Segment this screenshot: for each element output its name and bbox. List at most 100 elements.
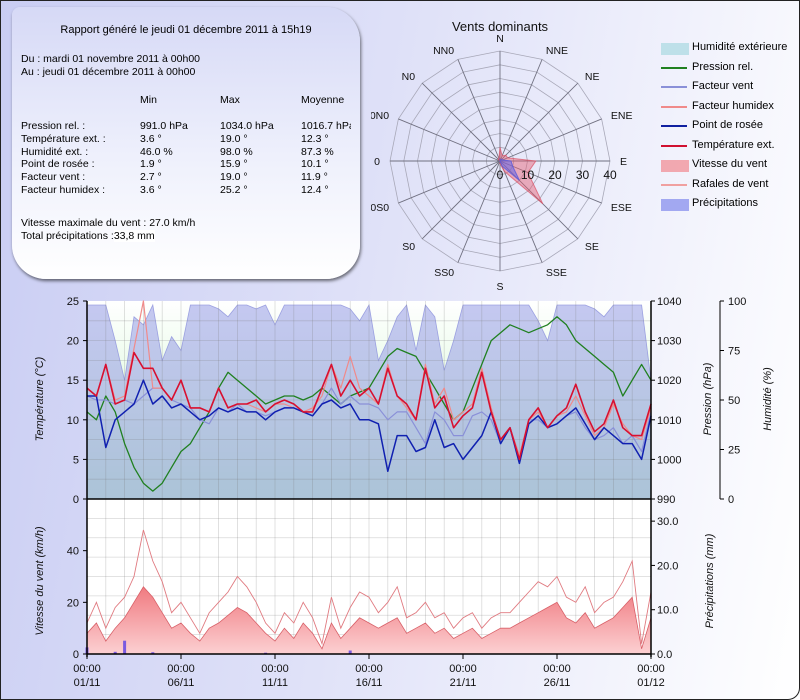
wind-rose-title: Vents dominants <box>452 19 549 34</box>
rose-direction-label: E <box>620 156 627 168</box>
rose-direction-label: 0 <box>374 156 380 168</box>
y3-tick-label: 75 <box>728 346 740 358</box>
total-rain-label: Total précipitations : <box>21 230 114 242</box>
y2-tick-label: 30.0 <box>657 516 678 528</box>
y-tick-label: 20 <box>67 336 79 348</box>
total-rain-value: 33,8 mm <box>113 230 155 242</box>
legend-swatch-icon <box>661 66 687 69</box>
rose-spoke <box>499 160 602 204</box>
legend-swatch-icon <box>661 86 687 88</box>
x-tick-time: 00:00 <box>167 663 195 675</box>
x-tick-time: 00:00 <box>637 663 665 675</box>
series-temperature-line <box>86 351 652 461</box>
y3-tick-label: 100 <box>728 296 746 308</box>
x-tick-time: 00:00 <box>355 663 383 675</box>
rose-direction-label: NNE <box>546 45 568 57</box>
stat-label: Facteur humidex : <box>21 184 106 196</box>
legend-label: Rafales de vent <box>692 177 769 190</box>
col-header-avg: Moyenne <box>301 94 345 106</box>
legend-swatch-icon <box>661 199 689 211</box>
rose-spoke <box>499 118 602 162</box>
y-tick-label: 0 <box>73 649 79 661</box>
rose-direction-label: SS0 <box>434 267 454 279</box>
stat-min: 2.7 ° <box>140 171 162 184</box>
y2-tick-label: 1010 <box>657 415 681 427</box>
y2-tick-label: 10.0 <box>657 605 678 617</box>
stat-label: Pression rel. : <box>21 120 86 132</box>
y-axis-title: Vitesse du vent (km/h) <box>34 526 46 636</box>
rose-direction-label: SE <box>585 241 599 253</box>
x-tick-time: 00:00 <box>261 663 289 675</box>
y-tick-label: 25 <box>67 296 79 308</box>
wind-rose-chart: Vents dominants N NNE NE ENE E ESE SE SSE S SS0 S0… <box>371 19 633 291</box>
rose-spoke <box>499 82 579 162</box>
y2-tick-label: 1000 <box>657 454 681 466</box>
rose-direction-label: S <box>496 281 503 291</box>
rose-spoke <box>457 59 501 162</box>
rose-radial-tick: 40 <box>603 168 617 182</box>
weather-time-series-chart: 0510152025990100010101020103010400255075… <box>34 296 774 689</box>
stat-max: 19.0 ° <box>220 171 248 184</box>
series-wind-speed-area <box>86 586 652 655</box>
series-humidity-area <box>86 303 652 500</box>
stat-label: Humidité ext. : <box>21 145 89 158</box>
y-axis-title: Température (°C) <box>34 356 46 441</box>
y-tick-label: 10 <box>67 415 79 427</box>
x-tick-time: 00:00 <box>449 663 477 675</box>
y-tick-label: 0 <box>73 494 79 506</box>
rose-direction-label: NE <box>585 71 600 83</box>
rose-radial-tick: 10 <box>521 168 535 182</box>
x-tick-date: 06/11 <box>168 677 195 689</box>
rose-direction-label: ENE <box>611 110 633 122</box>
series-wind-gust-line <box>86 529 652 646</box>
col-header-max: Max <box>220 94 240 106</box>
rose-spoke <box>457 160 501 263</box>
y-tick-label: 15 <box>67 375 79 387</box>
stat-min: 991.0 hPa <box>140 120 188 132</box>
rose-direction-label: S0 <box>402 241 415 253</box>
x-tick-date: 16/11 <box>356 677 383 689</box>
rose-spoke <box>499 59 543 162</box>
x-tick-date: 11/11 <box>262 677 288 689</box>
col-header-min: Min <box>140 94 157 106</box>
legend-label: Facteur vent <box>692 80 754 92</box>
series-dew-point-line <box>87 379 652 473</box>
rose-spoke <box>421 82 501 162</box>
rose-spoke <box>398 160 501 204</box>
stat-avg: 11.9 ° <box>301 171 328 184</box>
stat-min: 3.6 ° <box>140 132 162 145</box>
stat-avg: 87.3 % <box>301 145 334 158</box>
rose-radial-tick: 30 <box>576 168 590 182</box>
rose-series-wind-direction <box>499 158 520 181</box>
stat-label: Facteur vent : <box>21 171 86 184</box>
y2-tick-label: 1030 <box>657 336 681 348</box>
rain-bar <box>113 651 117 654</box>
stat-min: 3.6 ° <box>140 184 162 196</box>
y-tick-label: 5 <box>73 454 79 466</box>
rose-radial-tick: 20 <box>548 168 562 182</box>
x-tick-time: 00:00 <box>543 663 571 675</box>
stat-avg: 10.1 ° <box>301 158 329 171</box>
rose-spoke <box>421 160 501 240</box>
rose-direction-label: NN0 <box>433 45 454 57</box>
rose-spoke <box>398 118 501 162</box>
legend-swatch-icon <box>661 125 687 127</box>
rain-bar <box>151 652 155 654</box>
rose-spoke <box>499 160 543 263</box>
total-rain-text: Total précipitations :33,8 mm <box>21 230 155 242</box>
legend-swatch-icon <box>661 183 687 186</box>
y-tick-label: 40 <box>67 546 79 558</box>
stat-avg: 1016.7 hPa <box>301 120 351 132</box>
max-wind-text: Vitesse maximale du vent : 27.0 km/h <box>21 217 196 229</box>
y2-tick-label: 990 <box>657 494 675 506</box>
stat-max: 19.0 ° <box>220 132 248 145</box>
x-tick-date: 01/11 <box>74 677 101 689</box>
report-from: Du : mardi 01 novembre 2011 à 00h00 <box>21 53 201 65</box>
legend-label: Pression rel. <box>692 60 754 73</box>
rose-direction-label: N0 <box>402 71 416 83</box>
rose-radial-tick: 0 <box>497 168 504 182</box>
y2-tick-label: 0.0 <box>657 649 672 661</box>
legend-label: Point de rosée <box>692 119 763 131</box>
rain-bar <box>348 650 352 654</box>
